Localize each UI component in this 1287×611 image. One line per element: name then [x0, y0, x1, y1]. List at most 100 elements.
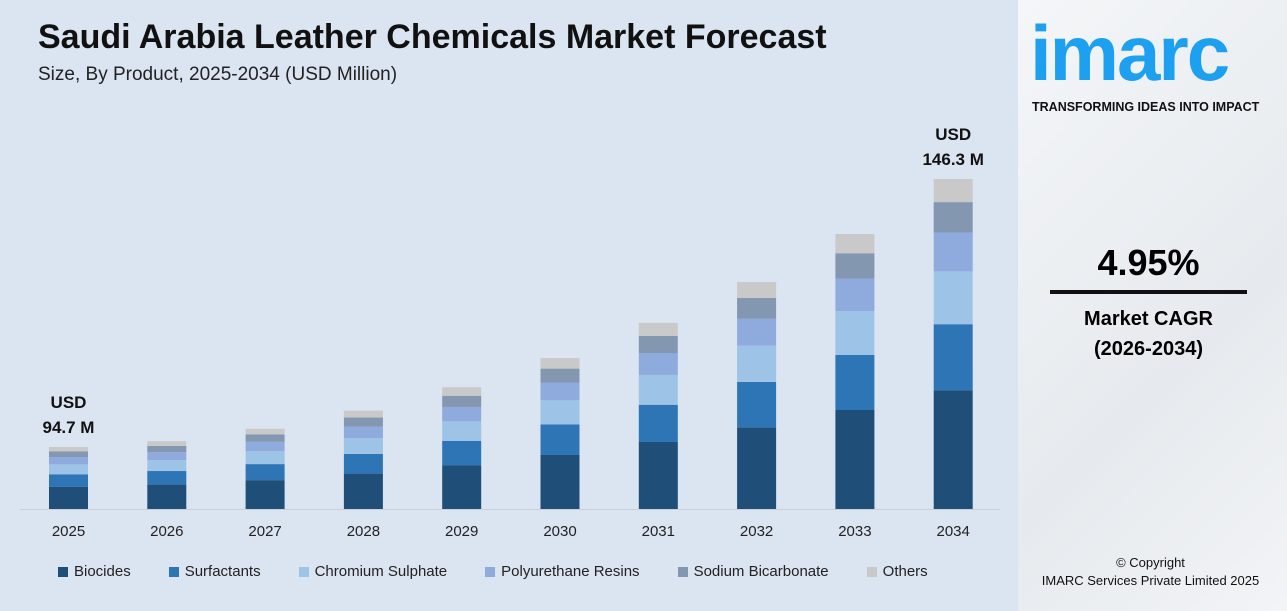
bar-segment-surfactants: [638, 404, 678, 442]
stacked-bar-chart: 2025 USD 94.7 M 2026 2027 2028 2029 2030 2031 203…: [20, 125, 1000, 540]
copyright: © Copyright: [1116, 555, 1185, 570]
bar-segment-others: [147, 441, 187, 446]
bar-segment-biocides: [835, 409, 875, 509]
legend-swatch: [298, 566, 309, 577]
bar-segment-polyurethane-resins: [49, 457, 88, 465]
x-tick-label: 2029: [445, 523, 478, 540]
bar-segment-chromium-sulphate: [835, 310, 875, 355]
bar-segment-chromium-sulphate: [343, 438, 383, 454]
data-label-value: 146.3 M: [922, 150, 983, 169]
legend-item: Others: [866, 563, 928, 580]
legend-swatch: [866, 566, 877, 577]
chart-panel: Saudi Arabia Leather Chemicals Market Fo…: [0, 0, 1018, 611]
bar-segment-surfactants: [737, 381, 777, 428]
bar-segment-chromium-sulphate: [540, 400, 580, 425]
bar-segment-polyurethane-resins: [835, 278, 875, 311]
data-label-usd: USD: [51, 393, 87, 412]
bar-segment-surfactants: [49, 474, 88, 487]
legend-item: Surfactants: [168, 563, 261, 580]
cagr-period: (2026-2034): [1094, 338, 1203, 360]
bar-segment-others: [343, 410, 383, 418]
legend-swatch: [485, 566, 496, 577]
bar-segment-sodium-bicarbonate: [147, 445, 187, 453]
x-tick-label: 2027: [248, 523, 281, 540]
legend: Biocides Surfactants Chromium Sulphate Poly…: [58, 563, 966, 580]
sidebar-panel: imarc TRANSFORMING IDEAS INTO IMPACT 4.9…: [1018, 0, 1287, 611]
data-label-usd: USD: [935, 125, 971, 144]
bar-segment-others: [245, 428, 285, 435]
data-label-value: 94.7 M: [43, 418, 95, 437]
bar-segment-surfactants: [245, 464, 285, 481]
bar-segment-sodium-bicarbonate: [835, 253, 875, 279]
legend-label: Biocides: [74, 563, 131, 580]
bar-segment-biocides: [638, 441, 678, 509]
legend-item: Sodium Bicarbonate: [677, 563, 829, 580]
bar-segment-chromium-sulphate: [442, 421, 482, 441]
bar-segment-polyurethane-resins: [442, 406, 482, 422]
legend-label: Polyurethane Resins: [501, 563, 640, 580]
chart-title: Saudi Arabia Leather Chemicals Market Fo…: [38, 18, 827, 56]
x-tick-label: 2026: [150, 523, 183, 540]
bar-segment-biocides: [737, 427, 777, 509]
bar-segment-sodium-bicarbonate: [933, 202, 973, 233]
bar-segment-others: [49, 447, 88, 452]
bar-segment-others: [737, 282, 777, 298]
bar-segment-others: [835, 233, 875, 254]
bar-segment-sodium-bicarbonate: [442, 395, 482, 407]
cagr-value: 4.95%: [1097, 242, 1200, 283]
bar-segment-surfactants: [147, 471, 187, 485]
bar-segment-chromium-sulphate: [49, 464, 88, 475]
legend-item: Biocides: [58, 563, 131, 580]
x-tick-label: 2028: [347, 523, 380, 540]
bar-segment-sodium-bicarbonate: [343, 417, 383, 427]
chart-subtitle: Size, By Product, 2025-2034 (USD Million…: [38, 64, 398, 85]
bar-segment-polyurethane-resins: [147, 452, 187, 461]
x-tick-label: 2025: [52, 523, 85, 540]
legend-swatch: [168, 566, 179, 577]
imarc-logo: imarc: [1030, 9, 1230, 97]
bar-segment-polyurethane-resins: [638, 353, 678, 375]
bar-segment-surfactants: [540, 424, 580, 455]
legend-swatch: [677, 566, 688, 577]
legend-label: Chromium Sulphate: [314, 563, 448, 580]
bar-segment-chromium-sulphate: [638, 374, 678, 405]
bar-segment-surfactants: [835, 354, 875, 410]
x-tick-label: 2031: [642, 523, 675, 540]
bar-segment-sodium-bicarbonate: [49, 451, 88, 458]
bar-segment-sodium-bicarbonate: [638, 335, 678, 354]
x-tick-label: 2030: [543, 523, 576, 540]
legend-item: Chromium Sulphate: [298, 563, 448, 580]
legend-label: Others: [882, 563, 928, 580]
bar-segment-biocides: [540, 454, 580, 509]
bar-segment-polyurethane-resins: [737, 318, 777, 346]
bar-segment-biocides: [442, 465, 482, 509]
x-tick-label: 2033: [838, 523, 871, 540]
bar-segment-surfactants: [442, 440, 482, 466]
legend-item: Polyurethane Resins: [485, 563, 640, 580]
divider: [1050, 290, 1247, 294]
bar-segment-sodium-bicarbonate: [540, 368, 580, 383]
bar-segment-surfactants: [343, 453, 383, 474]
bar-segment-others: [540, 358, 580, 369]
x-tick-label: 2034: [937, 523, 970, 540]
legend-swatch: [58, 566, 68, 577]
bar-segment-others: [638, 322, 678, 336]
bar-segment-chromium-sulphate: [245, 451, 285, 465]
company: IMARC Services Private Limited 2025: [1041, 573, 1260, 588]
bar-segment-sodium-bicarbonate: [737, 297, 777, 319]
bar-segment-biocides: [49, 486, 88, 509]
legend-label: Surfactants: [184, 563, 261, 580]
tagline: TRANSFORMING IDEAS INTO IMPACT: [1032, 100, 1260, 114]
bar-segment-surfactants: [933, 324, 973, 391]
bar-segment-biocides: [343, 473, 383, 509]
bar-segment-others: [442, 387, 482, 396]
x-tick-label: 2032: [740, 523, 773, 540]
bar-segment-polyurethane-resins: [540, 382, 580, 401]
bar-segment-polyurethane-resins: [343, 426, 383, 439]
bar-segment-biocides: [147, 484, 187, 509]
bar-segment-sodium-bicarbonate: [245, 434, 285, 442]
bar-segment-biocides: [245, 480, 285, 509]
legend-label: Sodium Bicarbonate: [693, 563, 829, 580]
bar-segment-polyurethane-resins: [245, 441, 285, 452]
cagr-label: Market CAGR: [1084, 308, 1213, 330]
